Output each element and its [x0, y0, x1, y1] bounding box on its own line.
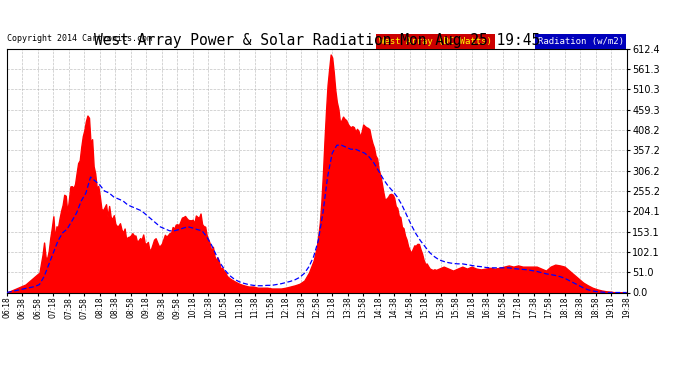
- Text: West Array (DC Watts): West Array (DC Watts): [379, 37, 492, 46]
- Text: Copyright 2014 Cartronics.com: Copyright 2014 Cartronics.com: [7, 34, 152, 43]
- Title: West Array Power & Solar Radiation Mon Aug 25 19:45: West Array Power & Solar Radiation Mon A…: [94, 33, 540, 48]
- Text: Radiation (w/m2): Radiation (w/m2): [538, 37, 624, 46]
